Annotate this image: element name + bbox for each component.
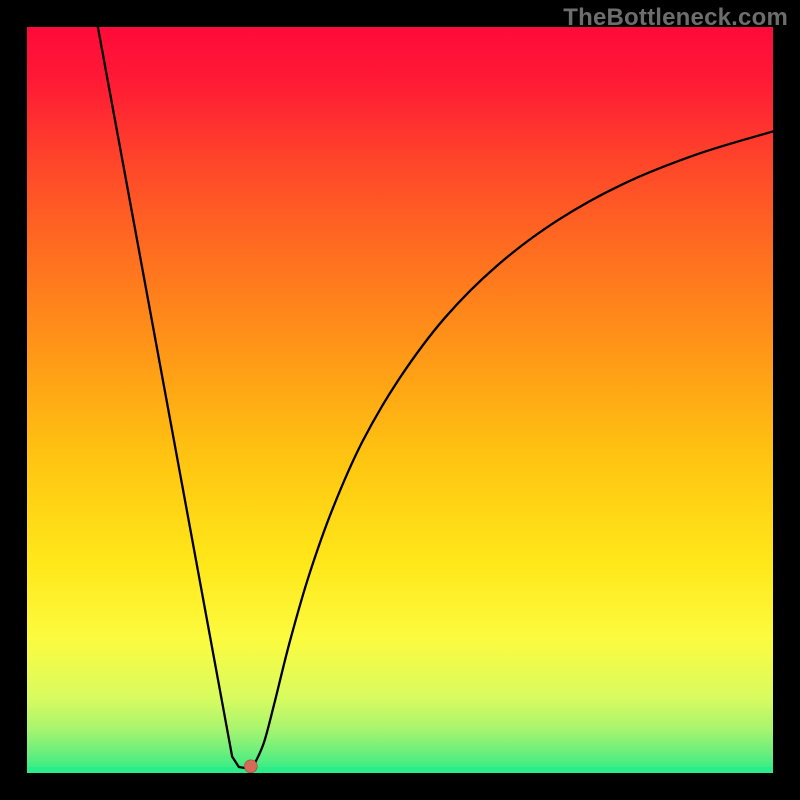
chart-svg — [27, 27, 773, 773]
bottom-band — [27, 767, 773, 773]
gradient-background — [27, 27, 773, 773]
plot-area — [27, 27, 773, 773]
minimum-marker — [244, 760, 257, 773]
chart-frame: TheBottleneck.com — [0, 0, 800, 800]
watermark-text: TheBottleneck.com — [563, 4, 788, 32]
